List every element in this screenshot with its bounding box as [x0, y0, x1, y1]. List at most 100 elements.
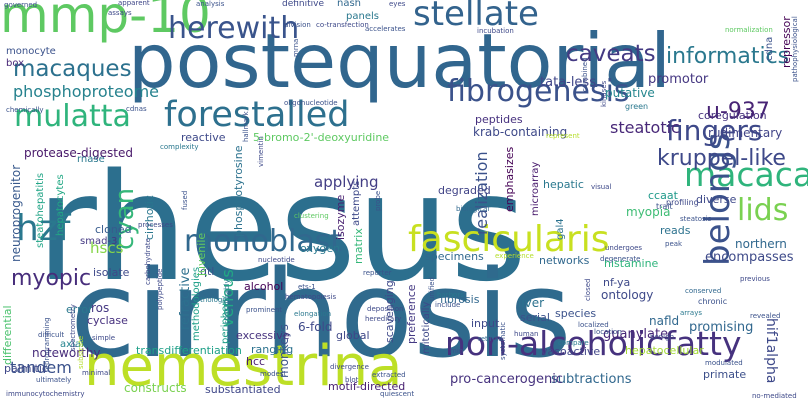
word-postequatorial: postequatorial: [128, 17, 671, 105]
word-guanylate: guanylate: [603, 327, 669, 342]
word-nf-ya: nf-ya: [603, 276, 631, 289]
word-previous: previous: [740, 275, 770, 283]
word-spectrometry: spectrometry: [69, 304, 77, 351]
word-pro-cancerogenic: pro-cancerogenic: [450, 372, 563, 387]
word-putative: putative: [605, 86, 655, 100]
word-constructs: constructs: [124, 381, 187, 395]
word-assays: assays: [108, 9, 132, 17]
word-oligonucleotide: oligonucleotide: [284, 99, 338, 107]
word-hzf: hzf: [16, 208, 71, 249]
word-vasoactive: vasoactive: [541, 345, 601, 358]
word-rnase: rnase: [77, 154, 105, 165]
word-conserved: conserved: [685, 287, 722, 295]
word-clustering: clustering: [294, 212, 329, 220]
word-hepatocellular: hepatocellular: [625, 344, 704, 357]
word-degenerate: degenerate: [600, 255, 641, 263]
word-normalization: normalization: [725, 26, 773, 34]
word-prominent: prominent: [246, 306, 283, 314]
word-blot: blot: [345, 376, 359, 384]
word-networks: networks: [539, 254, 590, 267]
word-differential: differential: [1, 305, 14, 365]
word-considerably: considerably: [223, 279, 231, 324]
word-diverse: diverse: [696, 193, 737, 206]
word-caveats: caveats: [566, 41, 656, 67]
word-systematic: systematic: [499, 321, 507, 360]
word-orthologs: orthologs: [193, 296, 226, 304]
word-northern: northern: [735, 237, 787, 251]
word-reads: reads: [660, 224, 691, 237]
word-cdna: cdna: [764, 36, 775, 61]
word-specimens: specimens: [425, 250, 484, 263]
word-applying: applying: [314, 173, 379, 191]
word-mmp-10: mmp-10: [0, 0, 211, 44]
word-species: species: [555, 307, 597, 320]
word-immunocytochemistry: immunocytochemistry: [6, 390, 85, 398]
word-monoblast: monoblast: [184, 224, 343, 259]
word-promotor: promotor: [648, 72, 709, 87]
word-phosphotyrosine: phosphotyrosine: [232, 145, 245, 237]
word-subtractions: subtractions: [551, 372, 632, 387]
word-probe: probe: [374, 190, 382, 211]
word-modest: modest: [260, 370, 287, 378]
word-location: location: [594, 328, 622, 336]
word-visual: visual: [591, 183, 612, 191]
word-monocyte: monocyte: [6, 46, 56, 57]
word-carbohydrate: carbohydrate: [144, 238, 152, 285]
word-kinases: kinases: [600, 80, 608, 107]
word-processes: processes: [138, 221, 173, 229]
word-isozyme: isozyme: [334, 194, 347, 240]
word-phosphoproteome: phosphoproteome: [13, 82, 160, 101]
word-represent: represent: [546, 132, 580, 140]
word-promising: promising: [689, 320, 754, 335]
word-isolate: isolate: [93, 266, 130, 279]
word-polypeptide: polypeptide: [156, 268, 164, 310]
word-stellate: stellate: [413, 0, 539, 34]
word-fibrosis: fibrosis: [440, 293, 480, 306]
word-macaca: macaca: [684, 155, 808, 194]
word-apparent: apparent: [118, 0, 150, 7]
word-trait: trait: [656, 202, 673, 211]
word-primate: primate: [703, 368, 747, 381]
word-retinas: retinas: [478, 335, 503, 343]
word-hepatocytes: hepatocytes: [55, 174, 66, 236]
word-experience: experience: [495, 252, 534, 260]
word-closed: closed: [584, 278, 592, 301]
word-5-bromo-2-deoxyuridine: 5-bromo-2'-deoxyuridine: [253, 131, 390, 144]
word-ranging: ranging: [251, 343, 294, 356]
word-nafld: nafld: [649, 314, 680, 328]
word-kruppel-like: kruppel-like: [657, 146, 786, 171]
word-compare: compare: [558, 339, 589, 347]
word-revealed: revealed: [750, 312, 781, 320]
word-no-mediated: no-mediated: [752, 392, 797, 400]
word-palmitic: palmitic: [4, 362, 48, 375]
word-ccaat: ccaat: [648, 189, 678, 202]
word-co-transfection: co-transfection: [316, 21, 369, 29]
word-undergoes: undergoes: [605, 244, 643, 252]
word-myopic: myopic: [11, 266, 92, 291]
word-6-fold: 6-fold: [298, 320, 333, 334]
word-gal4: gal4: [555, 218, 566, 240]
word-substantiated: substantiated: [205, 383, 281, 396]
word-hif1alpha: hif1alpha: [763, 318, 779, 384]
word-reactive: reactive: [181, 131, 226, 144]
word-hallmark: hallmark: [242, 111, 250, 142]
word-non-alcoholicfatty: non-alcoholicfatty: [445, 324, 742, 363]
word-rudimentary: rudimentary: [708, 126, 783, 140]
word-mrna: mrna: [292, 38, 300, 57]
word-liver: liver: [518, 296, 545, 310]
word-green: green: [625, 102, 649, 111]
word-fingers: fingers: [666, 114, 763, 147]
word-benign: benign: [650, 333, 675, 341]
word-fused: fused: [181, 190, 189, 210]
word-krab-containing: krab-containing: [473, 125, 568, 139]
word-definitive: definitive: [282, 0, 325, 9]
word-hcc: hcc: [246, 355, 266, 368]
word-preference: preference: [405, 284, 418, 344]
word-localized: localized: [578, 321, 609, 329]
word-macaques: macaques: [13, 56, 132, 82]
word-u-937: u-937: [706, 99, 770, 124]
word-vimentin: vimentin: [257, 136, 265, 167]
word-oxygen: oxygen: [300, 242, 341, 255]
word-peak: peak: [665, 240, 683, 248]
word-protease-digested: protease-digested: [24, 146, 133, 160]
